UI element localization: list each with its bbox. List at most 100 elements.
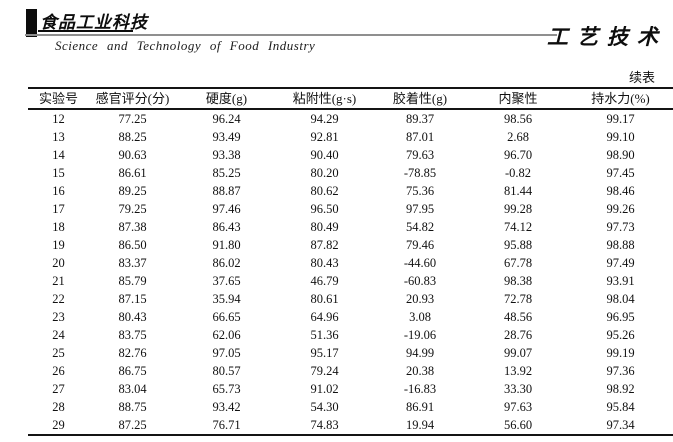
results-table: 实验号 感官评分(分) 硬度(g) 粘附性(g·s) 胶着性(g) 内聚性 持水力(%) 1… <box>28 87 673 436</box>
table-cell: 86.61 <box>118 166 147 180</box>
table-cell: 79.24 <box>310 364 339 378</box>
table-row: 27 83.04 65.73 91.02 -16.83 33.30 98.92 <box>28 380 673 398</box>
table-cell: 76.71 <box>212 418 241 432</box>
table-cell: 27 <box>52 382 65 396</box>
table-cell: 77.25 <box>118 112 147 126</box>
table-cell: 98.04 <box>606 292 635 306</box>
table-row: 23 80.43 66.65 64.96 3.08 48.56 96.95 <box>28 308 673 326</box>
table-cell: 20.38 <box>405 364 435 378</box>
table-cell: 89.25 <box>118 184 147 198</box>
table-cell: 99.17 <box>606 112 635 126</box>
table-cell: 28.76 <box>503 328 533 342</box>
table-cell: 48.56 <box>503 310 533 324</box>
table-cell: 95.84 <box>606 400 635 414</box>
table-cell: 24 <box>52 328 65 342</box>
masthead-divider-rule <box>25 34 557 36</box>
table-cell: 91.80 <box>212 238 241 252</box>
table-row: 16 89.25 88.87 80.62 75.36 81.44 98.46 <box>28 182 673 200</box>
table-cell: 95.88 <box>503 238 533 252</box>
table-cell: 97.45 <box>606 166 635 180</box>
table-cell: 35.94 <box>212 292 241 306</box>
table-cell: 87.01 <box>405 130 435 144</box>
table-body: 12 77.25 96.24 94.29 89.37 98.56 99.17 13 88.25 9… <box>28 109 673 435</box>
table-cell: 80.49 <box>310 220 339 234</box>
table-cell: 22 <box>52 292 65 306</box>
table-cell: 99.19 <box>606 346 635 360</box>
table-cell: 14 <box>52 148 65 162</box>
table-cell: 87.15 <box>118 292 147 306</box>
table-cell: 98.38 <box>503 274 533 288</box>
table-cell: 97.63 <box>503 400 533 414</box>
table-cell: 12 <box>52 112 65 126</box>
table-cell: 97.05 <box>212 346 241 360</box>
table-header-row: 实验号 感官评分(分) 硬度(g) 粘附性(g·s) 胶着性(g) 内聚性 持水力(%) <box>28 88 673 109</box>
table-cell: 86.75 <box>118 364 147 378</box>
table-cell: 62.06 <box>212 328 241 342</box>
journal-name-english: Science and Technology of Food Industry <box>55 38 316 53</box>
table-cell: 90.63 <box>118 148 147 162</box>
masthead-black-bar <box>26 9 37 37</box>
table-cell: 88.25 <box>118 130 147 144</box>
table-cell: 19.94 <box>405 418 435 432</box>
table-cell: 21 <box>52 274 65 288</box>
table-cell: 92.81 <box>310 130 339 144</box>
table-cell: 98.56 <box>503 112 533 126</box>
table-row: 18 87.38 86.43 80.49 54.82 74.12 97.73 <box>28 218 673 236</box>
table-cell: 83.04 <box>118 382 147 396</box>
table-cell: 20 <box>52 256 65 270</box>
table-cell: 74.83 <box>310 418 339 432</box>
table-cell: 26 <box>52 364 65 378</box>
table-cell: -16.83 <box>403 382 437 396</box>
table-cell: 85.25 <box>212 166 241 180</box>
table-cell: 80.20 <box>310 166 339 180</box>
continued-table-label: 续表 <box>628 70 655 85</box>
table-row: 22 87.15 35.94 80.61 20.93 72.78 98.04 <box>28 290 673 308</box>
table-cell: 80.43 <box>310 256 339 270</box>
table-row: 24 83.75 62.06 51.36 -19.06 28.76 95.26 <box>28 326 673 344</box>
column-header: 实验号 <box>38 91 78 106</box>
table-cell: 99.28 <box>503 202 533 216</box>
table-cell: 97.34 <box>606 418 635 432</box>
table-cell: 85.79 <box>118 274 147 288</box>
table-row: 25 82.76 97.05 95.17 94.99 99.07 99.19 <box>28 344 673 362</box>
logo-underline <box>38 30 133 32</box>
table-cell: -44.60 <box>403 256 437 270</box>
table-cell: 98.92 <box>606 382 635 396</box>
table-cell: -60.83 <box>403 274 437 288</box>
table-row: 13 88.25 93.49 92.81 87.01 2.68 99.10 <box>28 128 673 146</box>
table-cell: 64.96 <box>310 310 339 324</box>
table-cell: 75.36 <box>405 184 435 198</box>
table-cell: 98.46 <box>606 184 635 198</box>
journal-logo-chinese: 食品工业科技 <box>40 13 148 32</box>
table-cell: 96.24 <box>212 112 241 126</box>
table-cell: 97.36 <box>606 364 635 378</box>
table-cell: 74.12 <box>503 220 533 234</box>
table-cell: 99.10 <box>606 130 635 144</box>
table-cell: 80.61 <box>310 292 339 306</box>
column-header: 内聚性 <box>498 91 538 106</box>
table-cell: 46.79 <box>310 274 339 288</box>
table-cell: 54.30 <box>310 400 339 414</box>
table-cell: 17 <box>52 202 65 216</box>
table-cell: 98.90 <box>606 148 635 162</box>
table-cell: 79.25 <box>118 202 147 216</box>
table-cell: 86.02 <box>212 256 241 270</box>
table-cell: 99.26 <box>606 202 635 216</box>
table-cell: 95.17 <box>310 346 339 360</box>
table-cell: 54.82 <box>405 220 435 234</box>
table-cell: 98.88 <box>606 238 635 252</box>
table-cell: 79.63 <box>405 148 435 162</box>
table-cell: 96.95 <box>606 310 635 324</box>
table-row: 15 86.61 85.25 80.20 -78.85 -0.82 97.45 <box>28 164 673 182</box>
table-cell: 99.07 <box>503 346 533 360</box>
table-cell: 65.73 <box>212 382 241 396</box>
table-cell: 13.92 <box>503 364 533 378</box>
table-cell: 56.60 <box>503 418 533 432</box>
table-cell: 51.36 <box>310 328 339 342</box>
table-cell: 80.62 <box>310 184 339 198</box>
table-cell: 87.82 <box>310 238 339 252</box>
table-cell: 80.57 <box>212 364 241 378</box>
table-cell: 18 <box>52 220 65 234</box>
column-header: 粘附性(g·s) <box>292 91 357 106</box>
table-row: 19 86.50 91.80 87.82 79.46 95.88 98.88 <box>28 236 673 254</box>
